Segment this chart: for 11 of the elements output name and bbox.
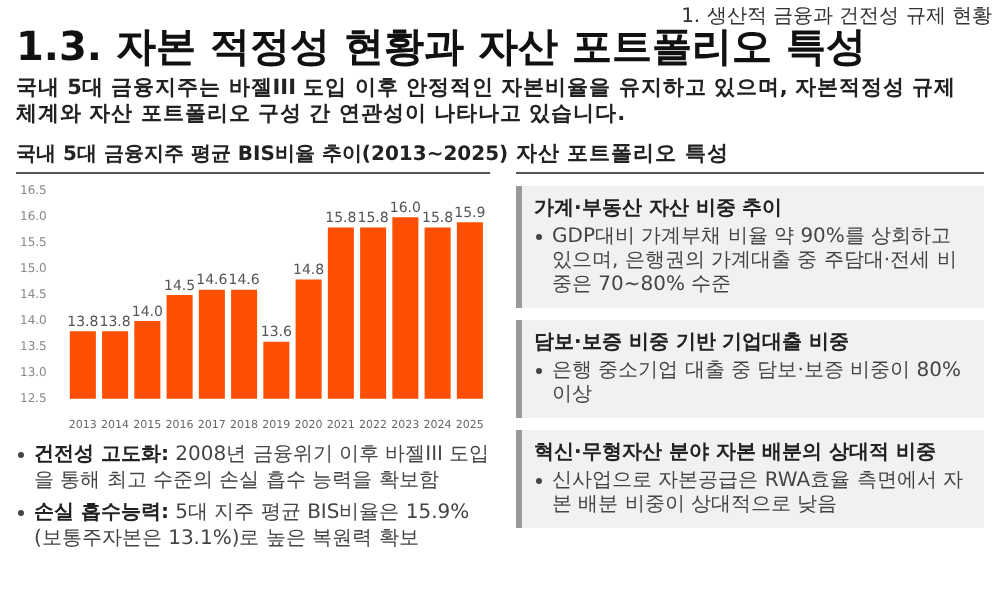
text: 신사업으로 자본공급은 RWA효율 측면에서 자본 배분 비중이 상대적으로 낮음	[552, 470, 965, 518]
text: 건전성 고도화:	[34, 444, 169, 466]
text: 가계·부동산 자산 비중 추이	[534, 196, 785, 222]
chart-title: 국내 5대 금융지주 평균 BIS비율 추이(2013~2025)	[16, 142, 509, 170]
text: 은행 중소기업 대출 중 담보·보증 비중이 80%이상	[552, 360, 963, 408]
text: 국내 5대 금융지주는 바젤III 도입 이후 안정적인 자본비율을 유지하고 있으며, 자본적정성 규제 체계와 자산 포트폴리오 구성 간 연관성이 나타나고 있습니다.	[16, 76, 959, 128]
text: 손실 흡수능력:	[34, 502, 169, 524]
text: 혁신·무형자산 분야 자본 배분의 상대적 비중	[534, 440, 939, 466]
text: GDP대비 가계부채 비율 약 90%를 상회하고 있으며, 은행권의 가계대출 중 주담대·전세 비중은 70~80% 수준	[552, 226, 959, 298]
text: 담보·보증 비중 기반 기업대출 비중	[534, 330, 852, 356]
text: 자산 포트폴리오 특성	[516, 140, 984, 174]
